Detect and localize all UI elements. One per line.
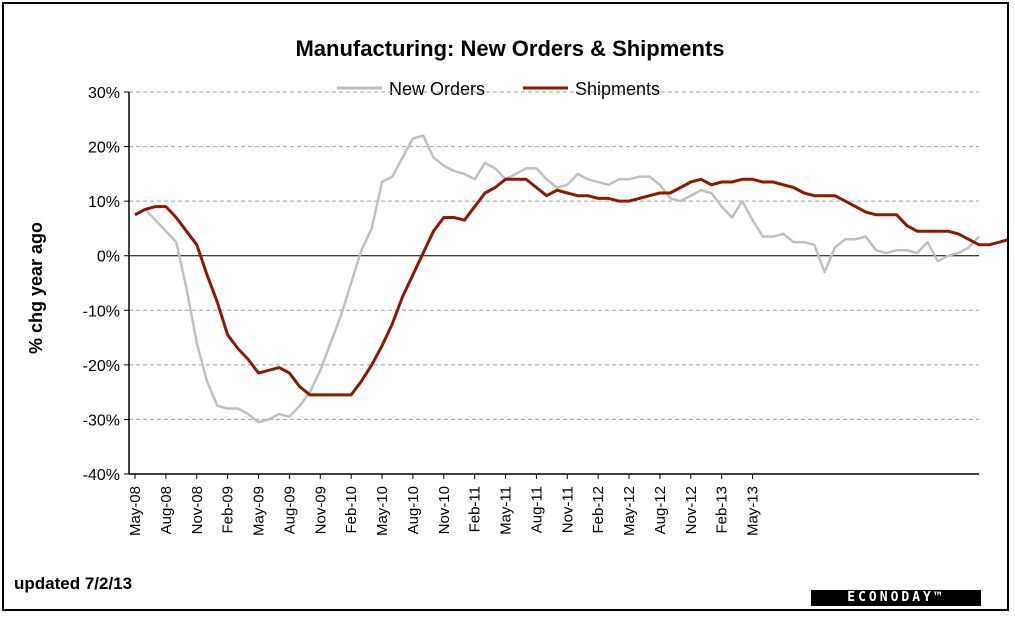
econoday-logo: ECONODAY™ xyxy=(811,590,981,606)
legend-label-shipments: Shipments xyxy=(575,79,660,99)
y-tick-label: 30% xyxy=(88,85,120,102)
legend: New Orders Shipments xyxy=(337,79,660,99)
chart-title: Manufacturing: New Orders & Shipments xyxy=(295,36,724,61)
x-tick-label: Nov-10 xyxy=(436,486,453,534)
x-tick-label: Feb-09 xyxy=(220,486,237,534)
x-tick-label: Feb-11 xyxy=(467,486,484,532)
x-tick-label: May-11 xyxy=(498,486,515,535)
x-tick-label: Nov-08 xyxy=(189,486,206,534)
y-tick-label: -40% xyxy=(83,467,120,484)
x-tick-label: May-08 xyxy=(127,486,144,536)
x-tick-label: Nov-11 xyxy=(559,486,576,533)
legend-label-new-orders: New Orders xyxy=(389,79,485,99)
x-tick-label: May-13 xyxy=(745,486,762,536)
x-tick-label: Aug-11 xyxy=(528,486,545,533)
x-tick-label: Nov-09 xyxy=(312,486,329,534)
series-lines xyxy=(134,134,1007,424)
updated-note: updated 7/2/13 xyxy=(14,574,133,593)
y-axis-label: % chg year ago xyxy=(26,222,46,354)
x-tick-label: Feb-13 xyxy=(714,486,731,534)
series-line-new-orders xyxy=(134,134,980,424)
chart: Manufacturing: New Orders & Shipments Ne… xyxy=(26,36,1007,536)
x-tick-label: Feb-12 xyxy=(590,486,607,534)
x-tick-label: Aug-10 xyxy=(405,486,422,534)
x-tick-label: Aug-08 xyxy=(158,486,175,534)
x-tick-label: Aug-09 xyxy=(281,486,298,534)
x-tick-label: May-12 xyxy=(621,486,638,536)
x-tick-label: Feb-10 xyxy=(343,486,360,534)
x-axis-ticks: May-08 Aug-08 Nov-08 Feb-09 May-09 Aug-09 Nov-… xyxy=(127,474,762,536)
x-tick-label: Aug-12 xyxy=(652,486,669,534)
y-tick-label: -30% xyxy=(83,412,120,429)
y-axis-ticks: 30% 20% 10% 0% -10% -20% -30% -40% xyxy=(83,85,129,484)
x-tick-label: May-10 xyxy=(374,486,391,536)
y-tick-label: 20% xyxy=(88,140,120,157)
y-tick-label: -10% xyxy=(83,303,120,320)
chart-frame: Manufacturing: New Orders & Shipments Ne… xyxy=(2,2,1009,611)
y-tick-label: 0% xyxy=(97,249,120,266)
y-tick-label: -20% xyxy=(83,358,120,375)
y-tick-label: 10% xyxy=(88,194,120,211)
axes xyxy=(128,92,979,475)
series-line-shipments xyxy=(134,177,1007,397)
x-tick-label: Nov-12 xyxy=(683,486,700,534)
x-tick-label: May-09 xyxy=(251,486,268,536)
